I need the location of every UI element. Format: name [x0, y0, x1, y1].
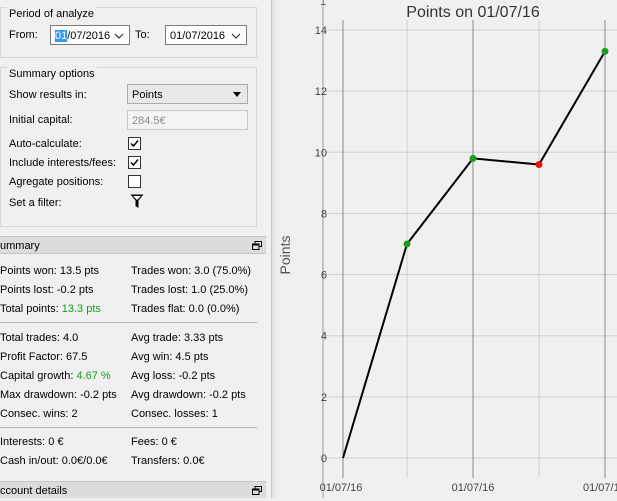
divider [0, 322, 257, 323]
to-date-text: 01/07/2016 [170, 30, 226, 42]
set-filter-label: Set a filter: [9, 197, 62, 209]
chart-points [403, 47, 609, 248]
trades-lost: Trades lost: 1.0 (25.0%) [131, 284, 248, 296]
x-tick-label: 01/07/16 [320, 482, 363, 494]
to-date-picker[interactable]: 01/07/2016 [165, 25, 247, 45]
auto-calculate-label: Auto-calculate: [9, 138, 82, 150]
restore-window-icon[interactable] [252, 241, 262, 250]
initial-capital-value: 284.5€ [132, 115, 166, 127]
data-point [403, 240, 411, 248]
from-date-rest: /07/2016 [67, 30, 111, 42]
panel-splitter[interactable] [271, 0, 275, 498]
consec-losses: Consec. losses: 1 [131, 408, 218, 420]
from-date-selected-part: 01 [55, 30, 68, 42]
period-group-title: Period of analyze [7, 7, 96, 21]
aggregate-positions-label: Agregate positions: [9, 176, 104, 188]
cash-in-out: Cash in/out: 0.0€/0.0€ [0, 455, 108, 467]
show-results-label: Show results in: [9, 89, 87, 101]
avg-trade: Avg trade: 3.33 pts [131, 332, 224, 344]
consec-wins: Consec. wins: 2 [0, 408, 78, 420]
dropdown-arrow-icon [233, 92, 241, 97]
chevron-down-icon[interactable] [114, 31, 124, 41]
checkmark-icon [130, 159, 139, 167]
max-drawdown: Max drawdown: -0.2 pts [0, 389, 117, 401]
avg-win: Avg win: 4.5 pts [131, 351, 209, 363]
chart-grid [322, 0, 617, 498]
data-point [535, 161, 543, 169]
interests: Interests: 0 € [0, 436, 64, 448]
initial-capital-label: Initial capital: [9, 114, 73, 126]
show-results-value: Points [132, 89, 163, 101]
summary-section-title: ummary [0, 240, 40, 252]
total-trades: Total trades: 4.0 [0, 332, 79, 344]
total-points-value: 13.3 pts [61, 303, 101, 315]
aggregate-positions-checkbox[interactable] [128, 175, 141, 188]
y-tick-label: 6 [321, 270, 327, 282]
trades-won: Trades won: 3.0 (75.0%) [131, 265, 252, 277]
chart-title: Points on 01/07/16 [406, 4, 540, 21]
restore-window-icon[interactable] [252, 486, 262, 495]
total-points: Total points: 13.3 pts [0, 302, 101, 316]
summary-section-header[interactable]: ummary [0, 236, 266, 254]
from-date-text: 01/07/2016 [55, 29, 110, 43]
from-label: From: [9, 29, 38, 41]
account-details-title: ccount details [0, 485, 68, 497]
capital-growth-label: Capital growth: [0, 370, 77, 382]
avg-loss: Avg loss: -0.2 pts [131, 370, 216, 382]
data-point [469, 154, 477, 162]
y-tick-label: 0 [321, 453, 327, 465]
checkmark-icon [130, 140, 139, 148]
include-interests-checkbox[interactable] [128, 156, 141, 169]
y-tick-label: 4 [321, 331, 327, 343]
period-group: Period of analyze From: 01/07/2016 To: 0… [0, 7, 257, 58]
profit-factor: Profit Factor: 67.5 [0, 351, 88, 363]
chevron-down-icon[interactable] [231, 31, 241, 41]
divider [0, 427, 257, 428]
y-tick-label: 14 [315, 25, 327, 37]
funnel-icon[interactable] [130, 194, 144, 209]
total-points-label: Total points: [0, 303, 62, 315]
y-axis-label: Points [277, 236, 293, 275]
summary-options-group: Summary options Show results in: Points … [0, 67, 257, 227]
show-results-select[interactable]: Points [127, 84, 248, 104]
to-label: To: [135, 29, 150, 41]
transfers: Transfers: 0.0€ [131, 455, 205, 467]
initial-capital-input: 284.5€ [127, 110, 248, 130]
chart-area: Points on 01/07/16 1 Points 024681012140… [275, 0, 617, 498]
points-won: Points won: 13.5 pts [0, 265, 100, 277]
x-tick-label: 01/07/16 [452, 482, 495, 494]
x-tick-label: 01/07/1 [583, 482, 617, 494]
points-chart: Points on 01/07/16 1 Points 024681012140… [277, 0, 617, 498]
include-interests-label: Include interests/fees: [9, 157, 117, 169]
capital-growth-value: 4.67 % [76, 370, 111, 382]
fees: Fees: 0 € [131, 436, 177, 448]
left-panel: Period of analyze From: 01/07/2016 To: 0… [0, 0, 271, 498]
points-lost: Points lost: -0.2 pts [0, 284, 94, 296]
y-tick-label: 8 [321, 208, 327, 220]
from-date-picker[interactable]: 01/07/2016 [50, 25, 130, 45]
data-point [601, 47, 609, 55]
summary-options-title: Summary options [7, 67, 97, 81]
account-details-header[interactable]: ccount details [0, 481, 266, 498]
y-tick-label: 2 [321, 392, 327, 404]
capital-growth: Capital growth: 4.67 % [0, 369, 111, 383]
chart-ticks: 0 2 4 6 8 10 12 14 01/07/16 01/07/16 01/07/1 [315, 25, 617, 494]
auto-calculate-checkbox[interactable] [128, 137, 141, 150]
y-tick-label: 10 [315, 147, 327, 159]
y-tick-label: 12 [315, 86, 327, 98]
trades-flat: Trades flat: 0.0 (0.0%) [131, 303, 240, 315]
avg-drawdown: Avg drawdown: -0.2 pts [131, 389, 246, 401]
